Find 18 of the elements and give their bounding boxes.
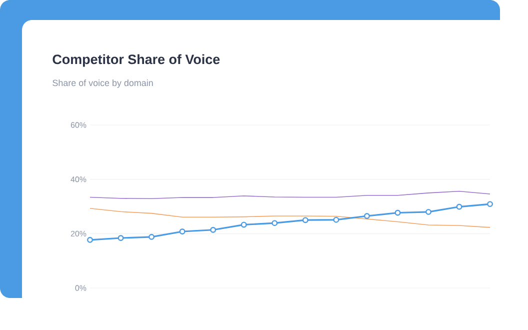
- point: [425, 208, 432, 215]
- chart-title: Competitor Share of Voice: [52, 54, 220, 67]
- line-series: [90, 190, 490, 200]
- point: [87, 236, 93, 243]
- point: [179, 228, 186, 234]
- point: [148, 234, 155, 240]
- point: [302, 217, 308, 224]
- point: [210, 226, 216, 233]
- line-series: [90, 208, 490, 228]
- point: [487, 201, 493, 208]
- point: [364, 213, 370, 219]
- chart-subtitle: Share of voice by domain: [52, 80, 153, 88]
- point: [118, 235, 124, 242]
- point: [394, 210, 401, 216]
- point: [240, 222, 247, 228]
- point: [272, 220, 278, 226]
- point: [456, 204, 462, 210]
- point: [333, 216, 340, 223]
